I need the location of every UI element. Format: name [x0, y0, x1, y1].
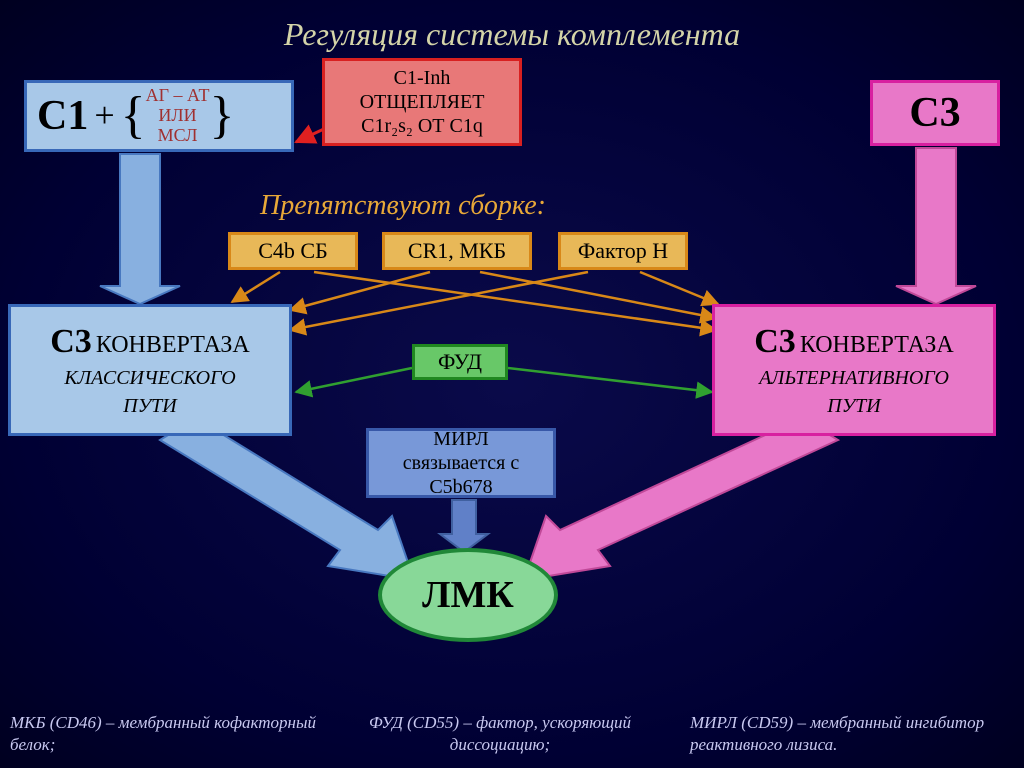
- c1-brace-right: }: [209, 95, 234, 137]
- c3-node: С3: [870, 80, 1000, 146]
- cr1-node: CR1, МКБ: [382, 232, 532, 270]
- c1inh-node: С1-Inh ОТЩЕПЛЯЕТ C1r₂s₂ ОТ C1q: [322, 58, 522, 146]
- factor-h-node: Фактор H: [558, 232, 688, 270]
- mirl-node: МИРЛ связывается с C5b678: [366, 428, 556, 498]
- lmk-node: ЛМК: [378, 548, 558, 642]
- prevent-label: Препятствуют сборке:: [260, 190, 546, 222]
- c1-brace-left: {: [121, 95, 146, 137]
- convertase-alternative-node: С3 КОНВЕРТАЗА АЛЬТЕРНАТИВНОГО ПУТИ: [712, 304, 996, 436]
- c1-label: С1: [37, 91, 88, 141]
- c1-plus: +: [94, 94, 114, 137]
- convertase-classical-node: С3 КОНВЕРТАЗА КЛАССИЧЕСКОГО ПУТИ: [8, 304, 292, 436]
- c4b-node: C4b СБ: [228, 232, 358, 270]
- c1-subtext: АГ – АТ ИЛИ МСЛ: [146, 86, 210, 145]
- legend-mkb: МКБ (CD46) – мембранный кофакторный бело…: [10, 712, 320, 756]
- diagram-title: Регуляция системы комплемента: [0, 16, 1024, 53]
- fud-node: ФУД: [412, 344, 508, 380]
- legend-mirl: МИРЛ (CD59) – мембранный ингибитор реакт…: [690, 712, 1010, 756]
- c1-node: С1 + { АГ – АТ ИЛИ МСЛ }: [24, 80, 294, 152]
- legend-fud: ФУД (CD55) – фактор, ускоряющий диссоциа…: [350, 712, 650, 756]
